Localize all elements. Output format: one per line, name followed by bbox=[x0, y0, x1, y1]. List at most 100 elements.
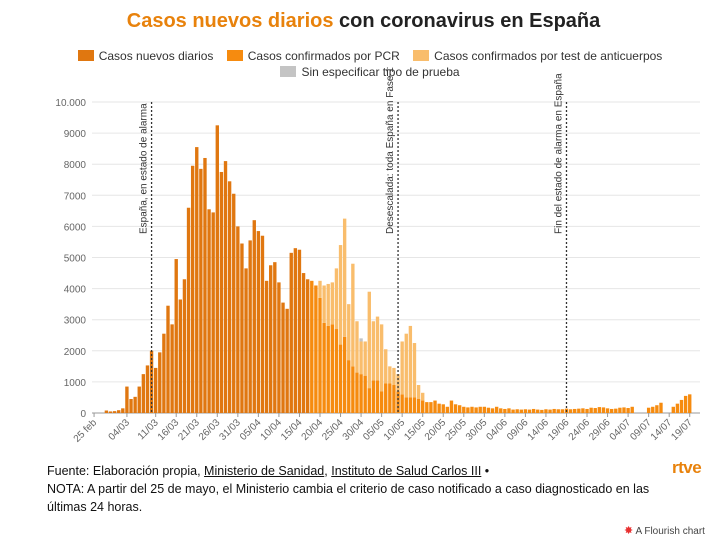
bar-pcr bbox=[593, 408, 597, 413]
bar-pcr bbox=[659, 402, 663, 413]
bar-anticuerpos bbox=[412, 343, 417, 398]
bar-pcr bbox=[425, 402, 429, 413]
bar-pcr bbox=[371, 380, 376, 413]
bar-pcr bbox=[429, 402, 433, 413]
bar-pcr bbox=[499, 408, 503, 413]
bar-pcr bbox=[548, 409, 552, 413]
bar-pcr bbox=[400, 394, 404, 413]
bar-pcr bbox=[519, 409, 523, 413]
flourish-credit[interactable]: ✸ A Flourish chart bbox=[624, 524, 705, 537]
bar-anticuerpos bbox=[384, 349, 388, 384]
bar-anticuerpos bbox=[330, 282, 335, 325]
legend-swatch-daily bbox=[77, 50, 94, 61]
bar-pcr bbox=[675, 403, 680, 413]
bar-daily bbox=[125, 386, 129, 413]
bar-daily bbox=[248, 240, 252, 413]
bar-daily bbox=[260, 235, 265, 413]
bar-daily bbox=[285, 308, 289, 413]
bar-anticuerpos bbox=[375, 316, 380, 381]
bar-pcr bbox=[577, 408, 581, 413]
bar-pcr bbox=[568, 409, 573, 413]
bar-daily bbox=[149, 350, 154, 413]
legend-item-sin-especificar[interactable]: Sin especificar tipo de prueba bbox=[280, 64, 460, 80]
bar-anticuerpos bbox=[400, 341, 404, 395]
bar-pcr bbox=[404, 397, 408, 413]
bar-anticuerpos bbox=[326, 283, 330, 326]
x-tick-label: 29/06 bbox=[587, 417, 613, 443]
bar-daily bbox=[301, 273, 306, 413]
footer-prefix: Fuente: Elaboración propia, bbox=[47, 464, 205, 478]
legend-swatch-sin-especificar bbox=[280, 66, 297, 77]
footer-suffix: • bbox=[481, 464, 490, 478]
x-tick-label: 09/06 bbox=[505, 417, 531, 443]
bar-pcr bbox=[573, 408, 577, 413]
bar-daily bbox=[252, 220, 256, 413]
bar-pcr bbox=[375, 380, 380, 413]
bar-pcr bbox=[630, 406, 634, 413]
bar-pcr bbox=[585, 408, 589, 413]
bar-pcr bbox=[392, 385, 396, 413]
legend-label-daily: Casos nuevos diarios bbox=[98, 49, 214, 63]
bar-daily bbox=[256, 231, 261, 413]
bar-daily bbox=[215, 125, 219, 413]
bar-chart: España, en estado de alarma Desescalada: … bbox=[55, 67, 700, 445]
bar-pcr bbox=[441, 404, 445, 413]
legend-item-pcr[interactable]: Casos confirmados por PCR bbox=[226, 48, 400, 64]
x-tick-label: 20/04 bbox=[300, 417, 326, 443]
chart-title-rest: con coronavirus en España bbox=[333, 10, 601, 32]
bar-anticuerpos bbox=[363, 341, 367, 376]
bar-daily bbox=[199, 168, 203, 413]
flourish-label: A Flourish chart bbox=[635, 526, 705, 537]
bar-pcr bbox=[540, 409, 544, 413]
bar-daily bbox=[273, 262, 277, 413]
x-tick-label: 10/04 bbox=[259, 417, 285, 443]
bar-pcr bbox=[552, 408, 556, 413]
x-tick-label: 25/04 bbox=[320, 417, 346, 443]
bar-pcr bbox=[478, 406, 482, 413]
bar-pcr bbox=[651, 406, 655, 413]
bar-anticuerpos bbox=[388, 366, 392, 384]
x-tick-label: 30/04 bbox=[341, 417, 367, 443]
bar-pcr bbox=[462, 406, 466, 413]
bar-pcr bbox=[379, 391, 384, 413]
source-link-carlos-iii[interactable]: Instituto de Salud Carlos III bbox=[331, 464, 482, 478]
y-tick-label: 5000 bbox=[64, 254, 87, 265]
bar-anticuerpos bbox=[351, 263, 355, 367]
bar-daily bbox=[182, 279, 187, 413]
legend-swatch-pcr bbox=[226, 50, 243, 61]
bar-pcr bbox=[597, 407, 602, 413]
chart-title: Casos nuevos diarios con coronavirus en … bbox=[0, 10, 727, 33]
bar-daily bbox=[133, 396, 137, 413]
legend-swatch-anticuerpos bbox=[413, 50, 430, 61]
annotation-label: Desescalada: toda España en Fase 1 bbox=[385, 67, 396, 234]
x-tick-label: 14/07 bbox=[649, 417, 675, 443]
bar-pcr bbox=[490, 408, 495, 413]
bar-daily bbox=[137, 386, 141, 413]
bar-pcr bbox=[310, 280, 314, 413]
bar-pcr bbox=[322, 322, 326, 413]
source-link-sanidad[interactable]: Ministerio de Sanidad bbox=[204, 464, 325, 478]
bar-anticuerpos bbox=[355, 321, 359, 373]
bar-pcr bbox=[457, 405, 462, 413]
y-tick-label: 7000 bbox=[64, 191, 87, 202]
legend-item-daily[interactable]: Casos nuevos diarios bbox=[77, 48, 214, 64]
x-tick-label: 04/06 bbox=[485, 417, 511, 443]
bar-pcr bbox=[560, 409, 565, 413]
bar-pcr bbox=[330, 324, 335, 413]
bar-daily bbox=[108, 411, 113, 413]
bar-daily bbox=[166, 305, 170, 413]
legend-label-pcr: Casos confirmados por PCR bbox=[247, 49, 400, 63]
bar-pcr bbox=[646, 407, 651, 413]
y-tick-label: 1000 bbox=[64, 378, 87, 389]
legend-label-anticuerpos: Casos confirmados por test de anticuerpo… bbox=[434, 49, 663, 63]
bar-daily bbox=[117, 410, 121, 413]
bar-pcr bbox=[618, 407, 622, 413]
x-tick-label: 31/03 bbox=[217, 417, 243, 443]
bar-pcr bbox=[342, 336, 347, 413]
x-tick-label: 19/06 bbox=[546, 417, 572, 443]
legend-item-anticuerpos[interactable]: Casos confirmados por test de anticuerpo… bbox=[413, 48, 662, 64]
bar-daily bbox=[178, 299, 183, 413]
bar-pcr bbox=[334, 329, 339, 413]
bar-pcr bbox=[482, 406, 487, 413]
bar-daily bbox=[281, 302, 285, 413]
